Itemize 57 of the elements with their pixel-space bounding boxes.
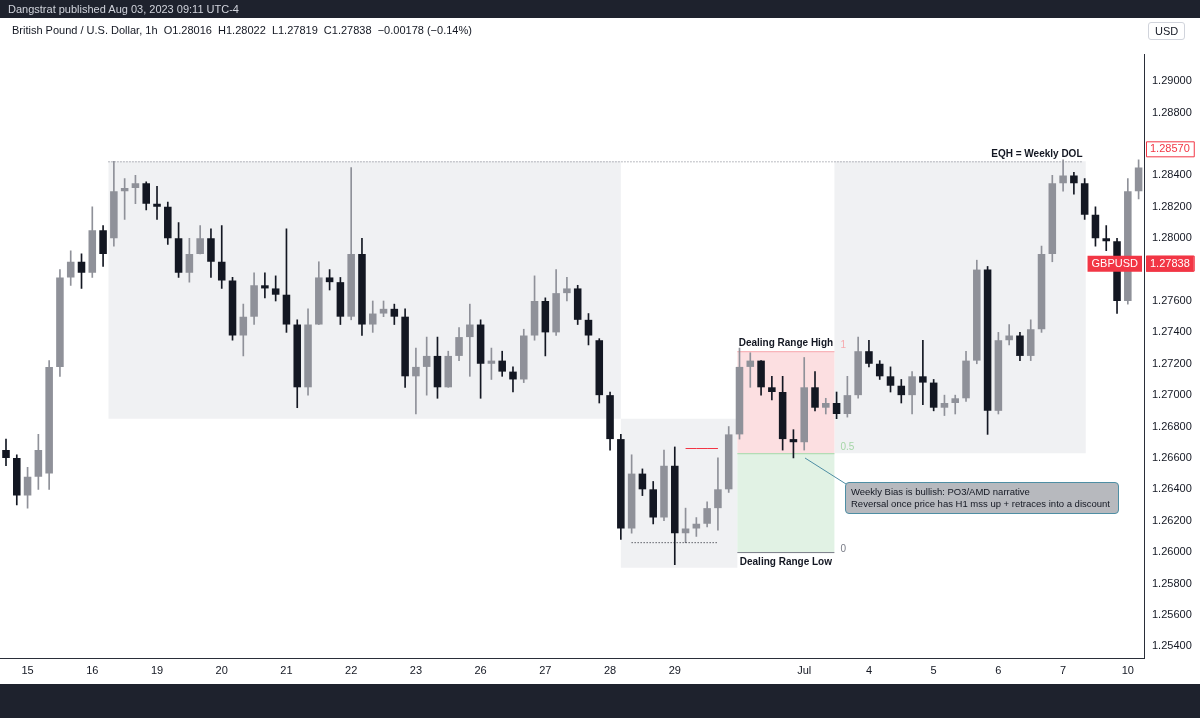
y-tick-label: 1.28800 [1152, 105, 1192, 118]
x-tick-label: 10 [1121, 664, 1134, 677]
annotation: 0.5 [840, 441, 855, 453]
annotation: Dealing Range Low [739, 556, 833, 568]
x-tick-label: Jul [797, 664, 812, 677]
y-tick-label: 1.25800 [1152, 576, 1192, 589]
y-tick-label: 1.27400 [1152, 325, 1192, 338]
y-tick-label: 1.27000 [1152, 388, 1192, 401]
x-tick-label: 5 [930, 664, 937, 677]
annotation: 1 [840, 339, 847, 351]
candlestick [261, 272, 269, 299]
candlestick [563, 277, 571, 302]
x-tick-label: 6 [995, 664, 1002, 677]
x-tick-label: 15 [21, 664, 34, 677]
candlestick [919, 339, 927, 405]
candlestick [412, 347, 420, 415]
x-tick-label: 21 [280, 664, 293, 677]
x-tick-label: 26 [474, 664, 487, 677]
y-tick-label: 1.25600 [1152, 607, 1192, 620]
x-tick-label: 27 [539, 664, 552, 677]
text: Dangstrat published Aug 03, 2023 09:11 UTC-4 [8, 3, 239, 15]
x-tick-label: 23 [409, 664, 423, 677]
annotation: 0 [840, 543, 847, 555]
candlestick [1102, 225, 1111, 252]
x-tick-label: 16 [86, 664, 99, 677]
x-tick-label: 7 [1060, 664, 1067, 677]
y-tick-label: 1.28200 [1152, 199, 1192, 212]
y-tick-label: 1.28000 [1152, 231, 1192, 244]
chart-title: British Pound / U.S. Dollar, 1h O1.28016 H1.28022 L1.27819 C1.27838 −0.00178 (−0.14%) [12, 24, 472, 36]
y-tick-label: 1.26000 [1152, 545, 1192, 558]
candlestick [422, 336, 431, 396]
x-tick-label: 4 [865, 664, 872, 677]
text: 1.27838 [1150, 256, 1190, 269]
x-tick-label: 29 [668, 664, 681, 677]
y-tick-label: 1.29000 [1152, 74, 1192, 87]
y-tick-label: 1.26400 [1152, 482, 1192, 495]
y-tick-label: 1.26800 [1152, 419, 1192, 432]
x-tick-label: 22 [345, 664, 358, 677]
y-tick-label: 1.26600 [1152, 450, 1192, 463]
text: 1.28570 [1150, 142, 1190, 155]
annotation: Dealing Range High [738, 337, 834, 349]
x-tick-label: 20 [215, 664, 228, 677]
annotation: Weekly Bias is bullish: PO3/AMD narrative Reversal once price has H1 mss up + retraces into a discount [845, 481, 1119, 514]
annotation: GBPUSD [1091, 256, 1139, 269]
candlestick [768, 375, 776, 401]
y-tick-label: 1.25400 [1152, 639, 1192, 652]
y-tick-label: 1.26200 [1152, 513, 1192, 526]
candlestick [1059, 159, 1067, 192]
x-tick-label: 28 [603, 664, 617, 677]
ref-line-label: EQH = Weekly DOL [991, 148, 1083, 160]
y-tick-label: 1.27600 [1152, 294, 1192, 307]
y-tick-label: 1.27200 [1152, 356, 1192, 369]
candlestick [466, 303, 474, 377]
candlestick [153, 186, 161, 220]
y-axis-title: USD [1148, 22, 1186, 40]
y-tick-label: 1.28400 [1152, 168, 1192, 181]
x-tick-label: 19 [150, 664, 164, 677]
